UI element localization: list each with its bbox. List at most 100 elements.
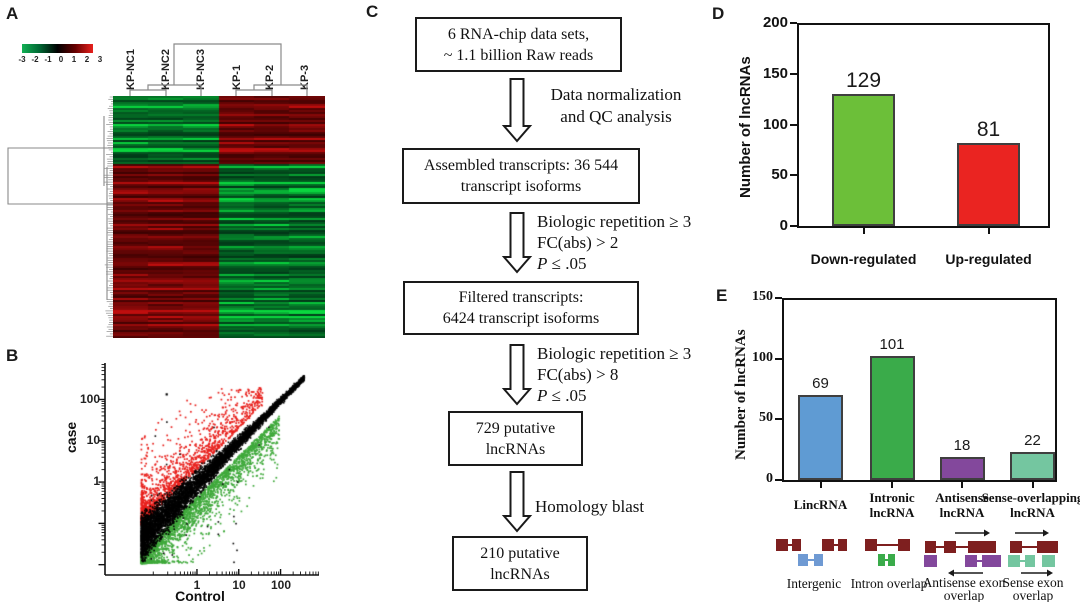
flow-box-line: ~ 1.1 billion Raw reads [443,46,594,64]
scatter-axes [98,363,319,576]
bar-category-label: Sense-overlapping lncRNA [981,490,1080,520]
y-tick-mark [790,174,797,177]
scale-tick: -3 [18,55,26,64]
flow-box-210: 210 putative lncRNAs [452,536,588,591]
flow-box-raw-data: 6 RNA-chip data sets, ~ 1.1 billion Raw … [415,17,622,72]
y-tick-label: 150 [752,289,773,304]
x-tick-label: 1 [193,578,201,592]
down-arrow-icon [501,78,533,143]
bar-category-label: Intronic lncRNA [869,490,915,520]
bar-intronic-lncrna [869,356,915,480]
bar-down-regulated [832,94,895,226]
y-tick-label: 50 [759,410,773,426]
p-value-threshold: ≤ .05 [547,254,587,273]
bar-category-label: LincRNA [793,497,848,512]
down-arrow-icon [501,344,533,406]
antisense-arrowhead [948,569,954,577]
heatmap-color-scale-ticks: -3 -2 -1 0 1 2 3 [16,55,106,64]
y-tick-mark [775,418,782,421]
flowchart-arrows [501,78,533,533]
bar-up-regulated [957,143,1020,226]
y-tick-label: 10 [86,433,100,447]
sense-arrowhead [984,529,990,537]
p-value-symbol: P [537,386,548,405]
arrow-label-filter2: Biologic repetition ≥ 3 FC(abs) > 8 P ≤ … [537,343,691,406]
bar-antisense-lncrna [939,457,985,480]
y-tick-label: 0 [779,217,788,234]
flow-box-line: Filtered transcripts: [458,289,584,306]
arrow-label-line: Biologic repetition ≥ 3 [537,344,692,363]
column-dendrogram [129,43,308,96]
arrow-label-line: and QC analysis [560,107,672,126]
panel-b-label: B [6,346,19,365]
x-tick-mark [862,228,865,234]
y-tick-mark [775,357,782,360]
arrow-label-line: P ≤ .05 [537,253,691,274]
x-tick-label: 100 [270,578,292,592]
diagram-label-antisense-overlap: Antisense exon overlap [922,575,1006,602]
row-dendrogram [7,116,113,300]
p-value-threshold: ≤ .05 [547,386,587,405]
p-value-symbol: P [537,254,548,273]
bar-category-label: Antisense lncRNA [935,490,989,520]
x-tick-label: 10 [232,578,246,592]
diagram-label-intron-overlap: Intron overlap [850,576,928,591]
flow-box-line: lncRNAs [485,440,546,458]
arrow-label-filter1: Biologic repetition ≥ 3 FC(abs) > 2 P ≤ … [537,211,691,274]
y-tick-label: 100 [762,115,788,133]
bar-category-label: Up-regulated [945,251,1032,267]
flow-box-line: lncRNAs [490,565,550,583]
scatter-y-axis-title: case [63,421,79,453]
heatmap-canvas [113,96,325,338]
y-tick-label: 100 [79,392,100,406]
y-tick-mark [775,479,782,481]
bar-lincrna [798,395,843,480]
bar-value-label: 81 [976,118,1001,141]
row-dendrogram-branches [103,96,113,337]
flow-box-line: 6424 transcript isoforms [442,310,600,327]
y-tick-label: 1 [93,474,100,488]
x-tick-mark [819,482,822,488]
flow-box-assembled: Assembled transcripts: 36 544 transcript… [402,148,640,204]
y-tick-mark [790,123,797,126]
panel-a-label: A [6,4,19,23]
y-tick-label: 150 [762,64,788,82]
arrow-label-normalization: Data normalization and QC analysis [532,84,700,128]
heatmap-dendrograms [7,43,308,337]
flow-box-line: 729 putative [475,419,556,437]
y-tick-label: 100 [752,349,773,365]
bar-value-label: 69 [812,375,829,392]
arrow-label-line: P ≤ .05 [537,385,691,406]
flow-box-729: 729 putative lncRNAs [448,411,583,466]
heatmap-color-scale [22,44,93,53]
scale-tick: -1 [44,55,52,64]
bar-value-label: 101 [879,336,905,353]
panel-c-label: C [366,2,379,21]
panel-d-label: D [712,4,725,23]
intron-overlap-diagram-icon [865,539,910,566]
diagram-label-intergenic: Intergenic [786,576,842,591]
intergenic-diagram-icon [776,539,847,566]
flow-box-line: 6 RNA-chip data sets, [447,25,590,43]
x-tick-mark [987,228,990,234]
scatter-canvas [105,361,319,576]
scale-tick: 1 [71,55,77,64]
scale-tick: -2 [31,55,39,64]
scale-tick: 3 [97,55,103,64]
down-arrow-icon [501,471,533,533]
x-tick-mark [891,482,893,488]
panel-e-label: E [716,286,728,305]
diagram-label-sense-overlap: Sense exon overlap [1002,575,1064,602]
bar-sense-overlapping-lncrna [1010,452,1055,480]
flow-box-line: 210 putative [480,544,560,562]
antisense-overlap-diagram-icon [924,529,1001,577]
sense-arrowhead [1043,529,1049,537]
bar-value-label: 129 [845,69,882,92]
arrow-label-homology: Homology blast [535,496,644,517]
arrow-label-line: FC(abs) > 8 [537,365,619,384]
down-arrow-icon [501,212,533,274]
sense-overlap-diagram-icon [1008,529,1058,577]
bar-value-label: 18 [953,437,971,454]
flow-box-filtered: Filtered transcripts: 6424 transcript is… [403,281,639,335]
